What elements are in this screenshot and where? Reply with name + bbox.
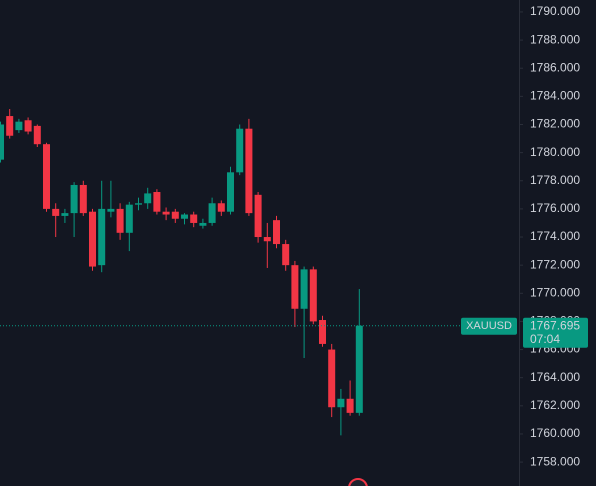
y-tick-label: 1784.000 (530, 89, 580, 103)
candle-body (52, 208, 60, 216)
y-tick-label: 1786.000 (530, 60, 580, 74)
price-box (523, 317, 588, 348)
candle-body (309, 269, 317, 322)
candle-body (254, 194, 262, 238)
candle-body (217, 203, 225, 212)
candle-body (144, 193, 152, 204)
y-tick-label: 1776.000 (530, 201, 580, 215)
y-tick-label: 1782.000 (530, 117, 580, 131)
candle-body (107, 208, 115, 212)
countdown-label: 07:04 (530, 332, 560, 346)
candle-body (227, 172, 234, 212)
symbol-label: XAUUSD (466, 320, 512, 332)
candle-body (171, 211, 179, 219)
candle-body (162, 211, 170, 215)
candle-body (236, 128, 244, 173)
candle-body (328, 349, 336, 408)
candle-body (116, 208, 124, 233)
event-icon[interactable] (348, 478, 368, 486)
candle-body (337, 398, 345, 408)
y-tick-label: 1790.000 (530, 4, 580, 18)
candle-body (300, 269, 308, 309)
candle-body (181, 214, 188, 219)
candle-body (199, 222, 207, 226)
candle-body (98, 208, 106, 266)
candle-body (263, 237, 271, 242)
y-tick-label: 1758.000 (530, 454, 580, 468)
candle-body (61, 213, 69, 216)
candle-body (24, 120, 32, 132)
candle-body (89, 211, 96, 267)
y-tick-label: 1762.000 (530, 398, 580, 412)
y-tick-label: 1770.000 (530, 285, 580, 299)
candle-body (33, 125, 41, 145)
y-tick-label: 1778.000 (530, 173, 580, 187)
candle-body (273, 220, 280, 245)
candle-body (0, 124, 4, 160)
candle-body (43, 144, 50, 209)
candle-body (153, 192, 161, 212)
candle-body (135, 203, 142, 205)
candle-body (125, 204, 133, 233)
last-price-label: 1767.695 (530, 318, 580, 332)
candle-body (245, 128, 253, 214)
candle-body (6, 116, 14, 136)
candle-body (15, 121, 23, 131)
candle-body (355, 325, 363, 413)
candle-body (291, 265, 299, 309)
candle-body (208, 203, 216, 223)
candle-body (282, 244, 290, 266)
candle-body (79, 184, 87, 214)
y-tick-label: 1788.000 (530, 32, 580, 46)
candle-body (346, 398, 354, 413)
y-tick-label: 1764.000 (530, 370, 580, 384)
symbol-box (461, 317, 517, 335)
y-tick-label: 1772.000 (530, 257, 580, 271)
y-tick-label: 1760.000 (530, 426, 580, 440)
y-tick-label: 1774.000 (530, 229, 580, 243)
candle-body (70, 184, 78, 214)
y-tick-label: 1780.000 (530, 145, 580, 159)
candle-body (190, 214, 198, 223)
candle-body (319, 320, 326, 344)
